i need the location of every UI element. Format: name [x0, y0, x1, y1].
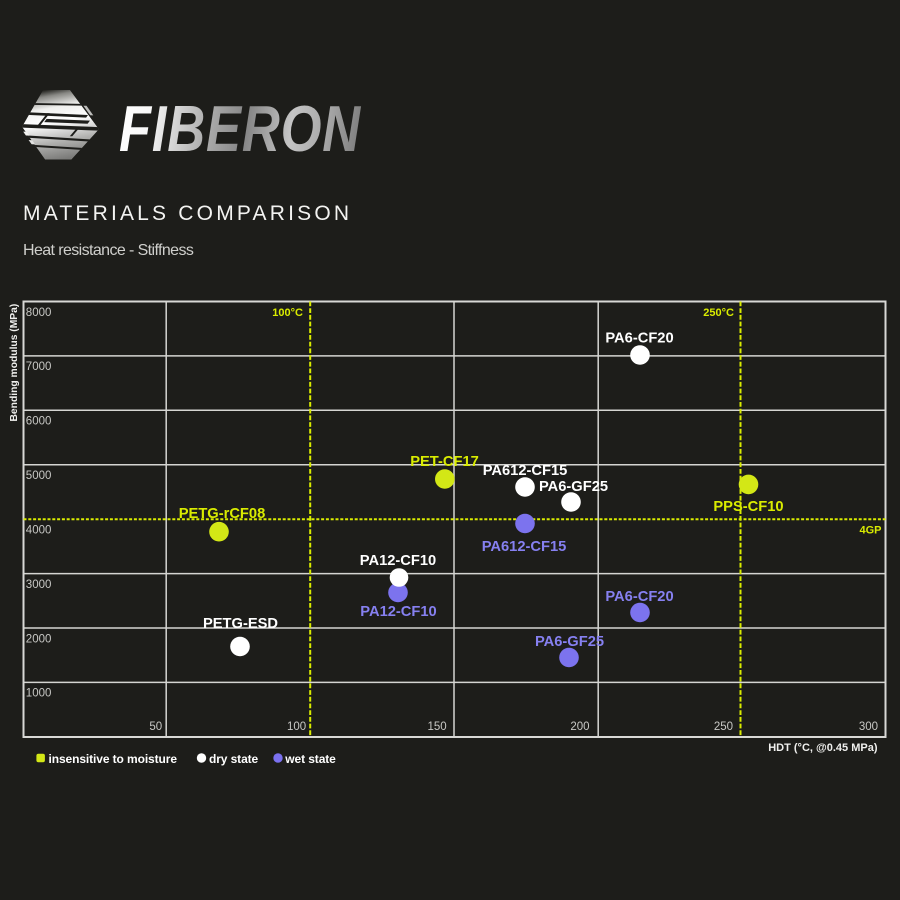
- svg-text:PA612-CF15: PA612-CF15: [482, 539, 567, 555]
- svg-text:5000: 5000: [26, 470, 52, 482]
- svg-text:50: 50: [149, 721, 162, 733]
- svg-text:300: 300: [859, 721, 878, 733]
- svg-text:PA612-CF15: PA612-CF15: [483, 463, 568, 479]
- svg-text:HDT (°C, @0.45 MPa): HDT (°C, @0.45 MPa): [768, 742, 878, 754]
- svg-text:250°C: 250°C: [703, 307, 734, 319]
- svg-text:100°C: 100°C: [272, 307, 303, 319]
- svg-text:6000: 6000: [26, 416, 52, 428]
- svg-text:1000: 1000: [26, 688, 52, 700]
- svg-text:8000: 8000: [26, 307, 52, 319]
- svg-text:PA6-GF25: PA6-GF25: [539, 479, 608, 495]
- svg-text:PET-CF17: PET-CF17: [410, 454, 479, 470]
- svg-text:100: 100: [287, 721, 306, 733]
- svg-text:wet state: wet state: [284, 752, 336, 766]
- svg-text:PA12-CF10: PA12-CF10: [360, 604, 436, 620]
- svg-text:PETG-ESD: PETG-ESD: [203, 616, 278, 632]
- svg-text:7000: 7000: [26, 361, 52, 373]
- svg-text:Bending modulus (MPa): Bending modulus (MPa): [9, 304, 20, 422]
- svg-text:250: 250: [714, 721, 733, 733]
- svg-text:200: 200: [570, 721, 589, 733]
- svg-text:insensitive to moisture: insensitive to moisture: [49, 752, 178, 766]
- svg-text:PA6-CF20: PA6-CF20: [605, 331, 673, 347]
- svg-text:4GP: 4GP: [859, 525, 881, 537]
- svg-text:dry state: dry state: [209, 752, 259, 766]
- svg-text:4000: 4000: [26, 525, 52, 537]
- svg-text:PA6-GF25: PA6-GF25: [535, 634, 604, 650]
- svg-text:PETG-rCF08: PETG-rCF08: [179, 506, 266, 522]
- svg-text:PA12-CF10: PA12-CF10: [360, 553, 436, 569]
- svg-text:PA6-CF20: PA6-CF20: [605, 589, 673, 605]
- svg-text:3000: 3000: [26, 579, 52, 591]
- svg-text:PPS-CF10: PPS-CF10: [713, 499, 783, 515]
- svg-text:150: 150: [428, 721, 447, 733]
- svg-text:2000: 2000: [26, 633, 52, 645]
